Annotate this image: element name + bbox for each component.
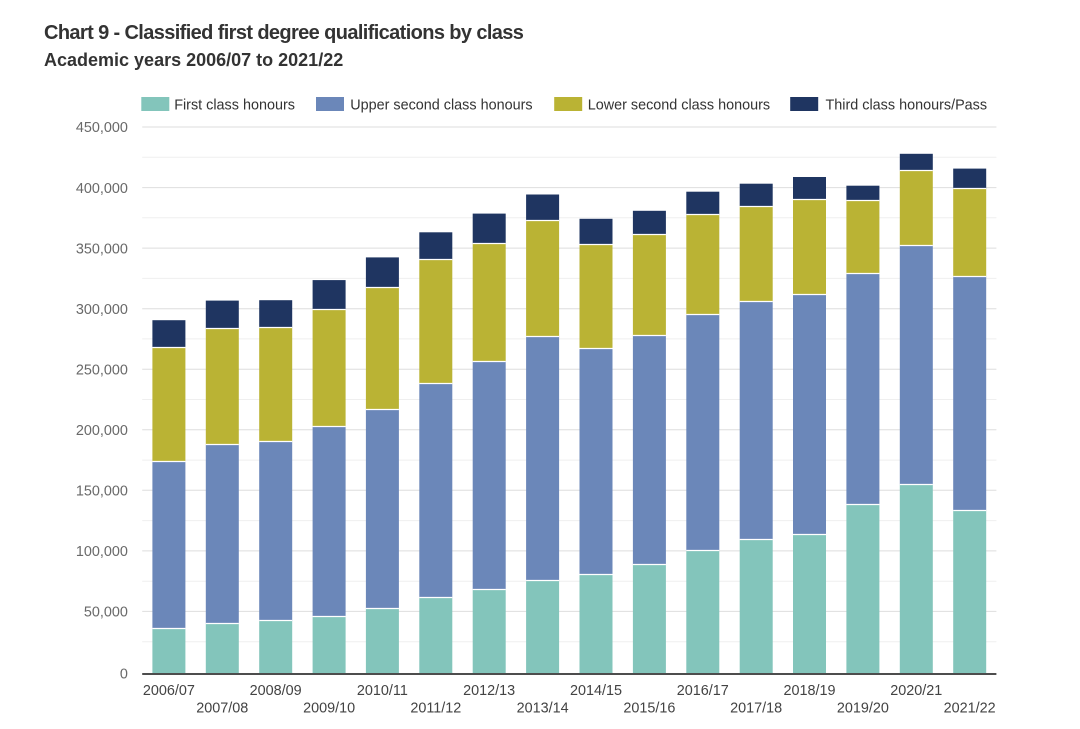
svg-text:200,000: 200,000 (76, 423, 128, 439)
svg-text:2010/11: 2010/11 (357, 683, 408, 699)
svg-text:300,000: 300,000 (76, 302, 128, 318)
svg-text:Upper second class honours: Upper second class honours (350, 98, 532, 114)
svg-text:2016/17: 2016/17 (677, 683, 729, 699)
svg-text:450,000: 450,000 (76, 120, 128, 136)
svg-text:100,000: 100,000 (76, 544, 128, 560)
svg-text:2008/09: 2008/09 (250, 683, 302, 699)
svg-text:2014/15: 2014/15 (570, 683, 622, 699)
svg-text:2006/07: 2006/07 (143, 683, 195, 699)
svg-text:250,000: 250,000 (76, 362, 128, 378)
svg-text:50,000: 50,000 (84, 605, 128, 621)
svg-text:2020/21: 2020/21 (890, 683, 942, 699)
svg-text:2012/13: 2012/13 (463, 683, 515, 699)
svg-text:2018/19: 2018/19 (783, 683, 835, 699)
svg-text:2009/10: 2009/10 (303, 700, 355, 716)
svg-text:0: 0 (120, 666, 128, 682)
svg-text:2021/22: 2021/22 (944, 700, 996, 716)
svg-text:2013/14: 2013/14 (517, 700, 569, 716)
svg-text:150,000: 150,000 (76, 484, 128, 500)
svg-text:350,000: 350,000 (76, 241, 128, 257)
svg-text:400,000: 400,000 (76, 181, 128, 197)
svg-text:2017/18: 2017/18 (730, 700, 782, 716)
svg-text:Lower second class honours: Lower second class honours (588, 98, 770, 114)
svg-text:First class honours: First class honours (174, 98, 295, 114)
svg-text:2011/12: 2011/12 (410, 700, 461, 716)
svg-text:Third class honours/Pass: Third class honours/Pass (826, 98, 988, 114)
svg-text:2007/08: 2007/08 (196, 700, 248, 716)
svg-text:2015/16: 2015/16 (623, 700, 675, 716)
svg-text:2019/20: 2019/20 (837, 700, 889, 716)
